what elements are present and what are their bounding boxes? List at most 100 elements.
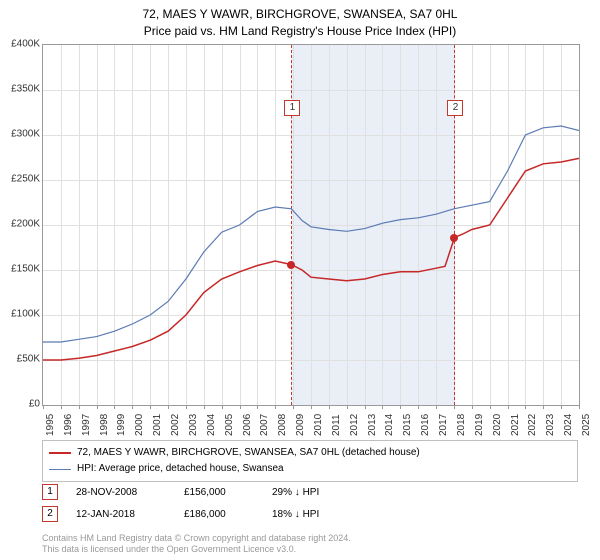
x-tick bbox=[293, 405, 294, 409]
footer-attribution: Contains HM Land Registry data © Crown c… bbox=[42, 533, 351, 556]
x-axis-label: 2017 bbox=[438, 414, 449, 436]
info-row-1: 1 28-NOV-2008 £156,000 29% ↓ HPI bbox=[42, 484, 578, 500]
series-hpi bbox=[43, 126, 579, 342]
x-axis-label: 2006 bbox=[242, 414, 253, 436]
x-tick bbox=[490, 405, 491, 409]
x-tick bbox=[472, 405, 473, 409]
x-axis-label: 2005 bbox=[224, 414, 235, 436]
y-axis-label: £300K bbox=[0, 129, 40, 140]
x-axis-label: 2002 bbox=[170, 414, 181, 436]
y-axis-label: £250K bbox=[0, 174, 40, 185]
x-axis-label: 2001 bbox=[152, 414, 163, 436]
x-axis-label: 2007 bbox=[259, 414, 270, 436]
legend-label: 72, MAES Y WAWR, BIRCHGROVE, SWANSEA, SA… bbox=[77, 445, 420, 461]
x-axis-label: 2022 bbox=[527, 414, 538, 436]
x-axis-label: 2023 bbox=[545, 414, 556, 436]
x-tick bbox=[257, 405, 258, 409]
data-point-dot bbox=[287, 261, 295, 269]
x-tick bbox=[61, 405, 62, 409]
line-series-svg bbox=[43, 45, 579, 405]
x-axis-label: 1997 bbox=[81, 414, 92, 436]
x-tick bbox=[400, 405, 401, 409]
chart-title: 72, MAES Y WAWR, BIRCHGROVE, SWANSEA, SA… bbox=[0, 0, 600, 40]
footer-line-1: Contains HM Land Registry data © Crown c… bbox=[42, 533, 351, 545]
x-axis-label: 2016 bbox=[420, 414, 431, 436]
x-tick bbox=[436, 405, 437, 409]
x-axis-label: 2024 bbox=[563, 414, 574, 436]
x-axis-label: 2008 bbox=[277, 414, 288, 436]
x-tick bbox=[168, 405, 169, 409]
y-axis-label: £350K bbox=[0, 84, 40, 95]
title-line-1: 72, MAES Y WAWR, BIRCHGROVE, SWANSEA, SA… bbox=[0, 6, 600, 23]
x-tick bbox=[79, 405, 80, 409]
info-marker-1: 1 bbox=[42, 484, 58, 500]
x-tick bbox=[132, 405, 133, 409]
x-axis-label: 2021 bbox=[510, 414, 521, 436]
legend-item: 72, MAES Y WAWR, BIRCHGROVE, SWANSEA, SA… bbox=[49, 445, 571, 461]
info-marker-2: 2 bbox=[42, 506, 58, 522]
info-delta-1: 29% ↓ HPI bbox=[272, 487, 319, 498]
x-tick bbox=[579, 405, 580, 409]
title-line-2: Price paid vs. HM Land Registry's House … bbox=[0, 23, 600, 40]
x-axis-label: 1999 bbox=[116, 414, 127, 436]
y-axis-label: £150K bbox=[0, 264, 40, 275]
x-tick bbox=[222, 405, 223, 409]
x-tick bbox=[114, 405, 115, 409]
y-axis-label: £50K bbox=[0, 354, 40, 365]
x-tick bbox=[525, 405, 526, 409]
x-axis-label: 2010 bbox=[313, 414, 324, 436]
y-axis-label: £400K bbox=[0, 39, 40, 50]
x-tick bbox=[365, 405, 366, 409]
x-axis-label: 1996 bbox=[63, 414, 74, 436]
x-axis-label: 2004 bbox=[206, 414, 217, 436]
info-delta-2: 18% ↓ HPI bbox=[272, 509, 319, 520]
x-tick bbox=[418, 405, 419, 409]
x-tick bbox=[204, 405, 205, 409]
x-tick bbox=[186, 405, 187, 409]
info-date-1: 28-NOV-2008 bbox=[76, 487, 166, 498]
info-date-2: 12-JAN-2018 bbox=[76, 509, 166, 520]
x-axis-label: 1995 bbox=[45, 414, 56, 436]
x-axis-label: 2020 bbox=[492, 414, 503, 436]
x-tick bbox=[97, 405, 98, 409]
x-axis-label: 2012 bbox=[349, 414, 360, 436]
series-property bbox=[43, 158, 579, 360]
x-axis-label: 2014 bbox=[384, 414, 395, 436]
footer-line-2: This data is licensed under the Open Gov… bbox=[42, 544, 351, 556]
y-axis-label: £100K bbox=[0, 309, 40, 320]
x-tick bbox=[382, 405, 383, 409]
legend-label: HPI: Average price, detached house, Swan… bbox=[77, 461, 284, 477]
x-axis-label: 2018 bbox=[456, 414, 467, 436]
x-tick bbox=[275, 405, 276, 409]
x-axis-label: 2000 bbox=[134, 414, 145, 436]
info-price-2: £186,000 bbox=[184, 509, 254, 520]
legend-swatch bbox=[49, 452, 71, 454]
legend: 72, MAES Y WAWR, BIRCHGROVE, SWANSEA, SA… bbox=[42, 440, 578, 482]
x-tick bbox=[311, 405, 312, 409]
x-tick bbox=[347, 405, 348, 409]
x-axis-label: 2013 bbox=[367, 414, 378, 436]
x-axis-label: 2015 bbox=[402, 414, 413, 436]
x-tick bbox=[43, 405, 44, 409]
x-axis-label: 2003 bbox=[188, 414, 199, 436]
x-axis-label: 2019 bbox=[474, 414, 485, 436]
x-axis-label: 2009 bbox=[295, 414, 306, 436]
legend-swatch bbox=[49, 469, 71, 470]
x-tick bbox=[240, 405, 241, 409]
info-price-1: £156,000 bbox=[184, 487, 254, 498]
x-tick bbox=[329, 405, 330, 409]
x-tick bbox=[543, 405, 544, 409]
data-point-dot bbox=[450, 234, 458, 242]
info-row-2: 2 12-JAN-2018 £186,000 18% ↓ HPI bbox=[42, 506, 578, 522]
legend-item: HPI: Average price, detached house, Swan… bbox=[49, 461, 571, 477]
chart-plot-area: 12 bbox=[42, 44, 580, 406]
x-tick bbox=[508, 405, 509, 409]
x-axis-label: 2025 bbox=[581, 414, 592, 436]
y-axis-label: £0 bbox=[0, 399, 40, 410]
x-tick bbox=[561, 405, 562, 409]
x-tick bbox=[150, 405, 151, 409]
x-tick bbox=[454, 405, 455, 409]
x-axis-label: 2011 bbox=[331, 414, 342, 436]
x-axis-label: 1998 bbox=[99, 414, 110, 436]
y-axis-label: £200K bbox=[0, 219, 40, 230]
